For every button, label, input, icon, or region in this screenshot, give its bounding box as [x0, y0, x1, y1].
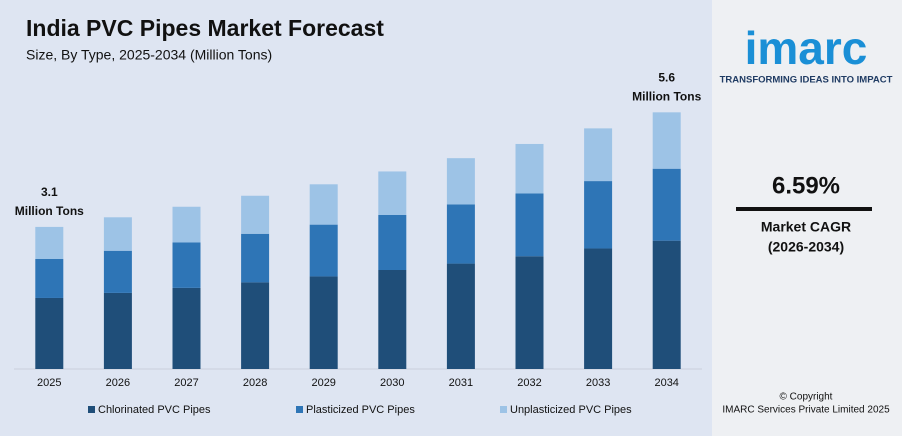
x-tick-label: 2031: [449, 377, 473, 389]
bar-segment: [35, 297, 64, 369]
x-tick-label: 2028: [243, 377, 267, 389]
bar-segment: [446, 263, 475, 369]
cagr-value: 6.59%: [772, 172, 840, 199]
bar-segment: [172, 242, 201, 288]
bar-segment: [309, 184, 338, 225]
x-tick-label: 2026: [106, 377, 130, 389]
annotation-value: 5.6: [658, 71, 675, 85]
bar-segment: [378, 270, 407, 369]
cagr-period: (2026-2034): [768, 239, 844, 255]
bar-segment: [584, 181, 613, 249]
logo: imarc: [745, 22, 868, 74]
bar-segment: [378, 171, 407, 215]
bar-segment: [172, 287, 201, 369]
x-tick-label: 2025: [37, 377, 61, 389]
bar-segment: [35, 226, 64, 259]
bar-segment: [652, 168, 681, 241]
bar-segment: [35, 259, 64, 298]
legend-swatch: [500, 406, 507, 413]
bar-segment: [584, 248, 613, 369]
bar-segment: [103, 217, 132, 251]
x-tick-label: 2033: [586, 377, 610, 389]
bar-segment: [172, 206, 201, 243]
chart-subtitle: Size, By Type, 2025-2034 (Million Tons): [26, 47, 272, 63]
bar-segment: [309, 276, 338, 369]
legend-label: Plasticized PVC Pipes: [306, 404, 415, 416]
bar-segment: [584, 128, 613, 182]
bar-segment: [241, 195, 270, 234]
bar-segment: [103, 292, 132, 369]
bar-segment: [515, 193, 544, 257]
x-tick-label: 2027: [174, 377, 198, 389]
bar-segment: [652, 240, 681, 369]
bar-segment: [515, 256, 544, 369]
company: IMARC Services Private Limited 2025: [722, 405, 890, 416]
legend-label: Unplasticized PVC Pipes: [510, 404, 632, 416]
legend-label: Chlorinated PVC Pipes: [98, 404, 211, 416]
bar-segment: [378, 215, 407, 270]
x-tick-label: 2030: [380, 377, 404, 389]
bar-segment: [446, 204, 475, 264]
legend-swatch: [296, 406, 303, 413]
x-tick-label: 2029: [311, 377, 335, 389]
legend-swatch: [88, 406, 95, 413]
bar-segment: [515, 143, 544, 194]
x-tick-label: 2034: [654, 377, 678, 389]
bar-segment: [103, 250, 132, 293]
x-tick-label: 2032: [517, 377, 541, 389]
sidebar-background: [712, 0, 902, 436]
copyright: © Copyright: [780, 392, 833, 403]
tagline: TRANSFORMING IDEAS INTO IMPACT: [720, 75, 893, 86]
bar-segment: [241, 282, 270, 369]
annotation-value: 3.1: [41, 185, 58, 199]
bar-segment: [309, 224, 338, 277]
bar-segment: [241, 233, 270, 283]
bar-segment: [446, 158, 475, 205]
chart-title: India PVC Pipes Market Forecast: [26, 15, 384, 41]
annotation-unit: Million Tons: [15, 204, 84, 218]
cagr-label: Market CAGR: [761, 219, 851, 235]
bar-segment: [652, 112, 681, 169]
annotation-unit: Million Tons: [632, 90, 701, 104]
